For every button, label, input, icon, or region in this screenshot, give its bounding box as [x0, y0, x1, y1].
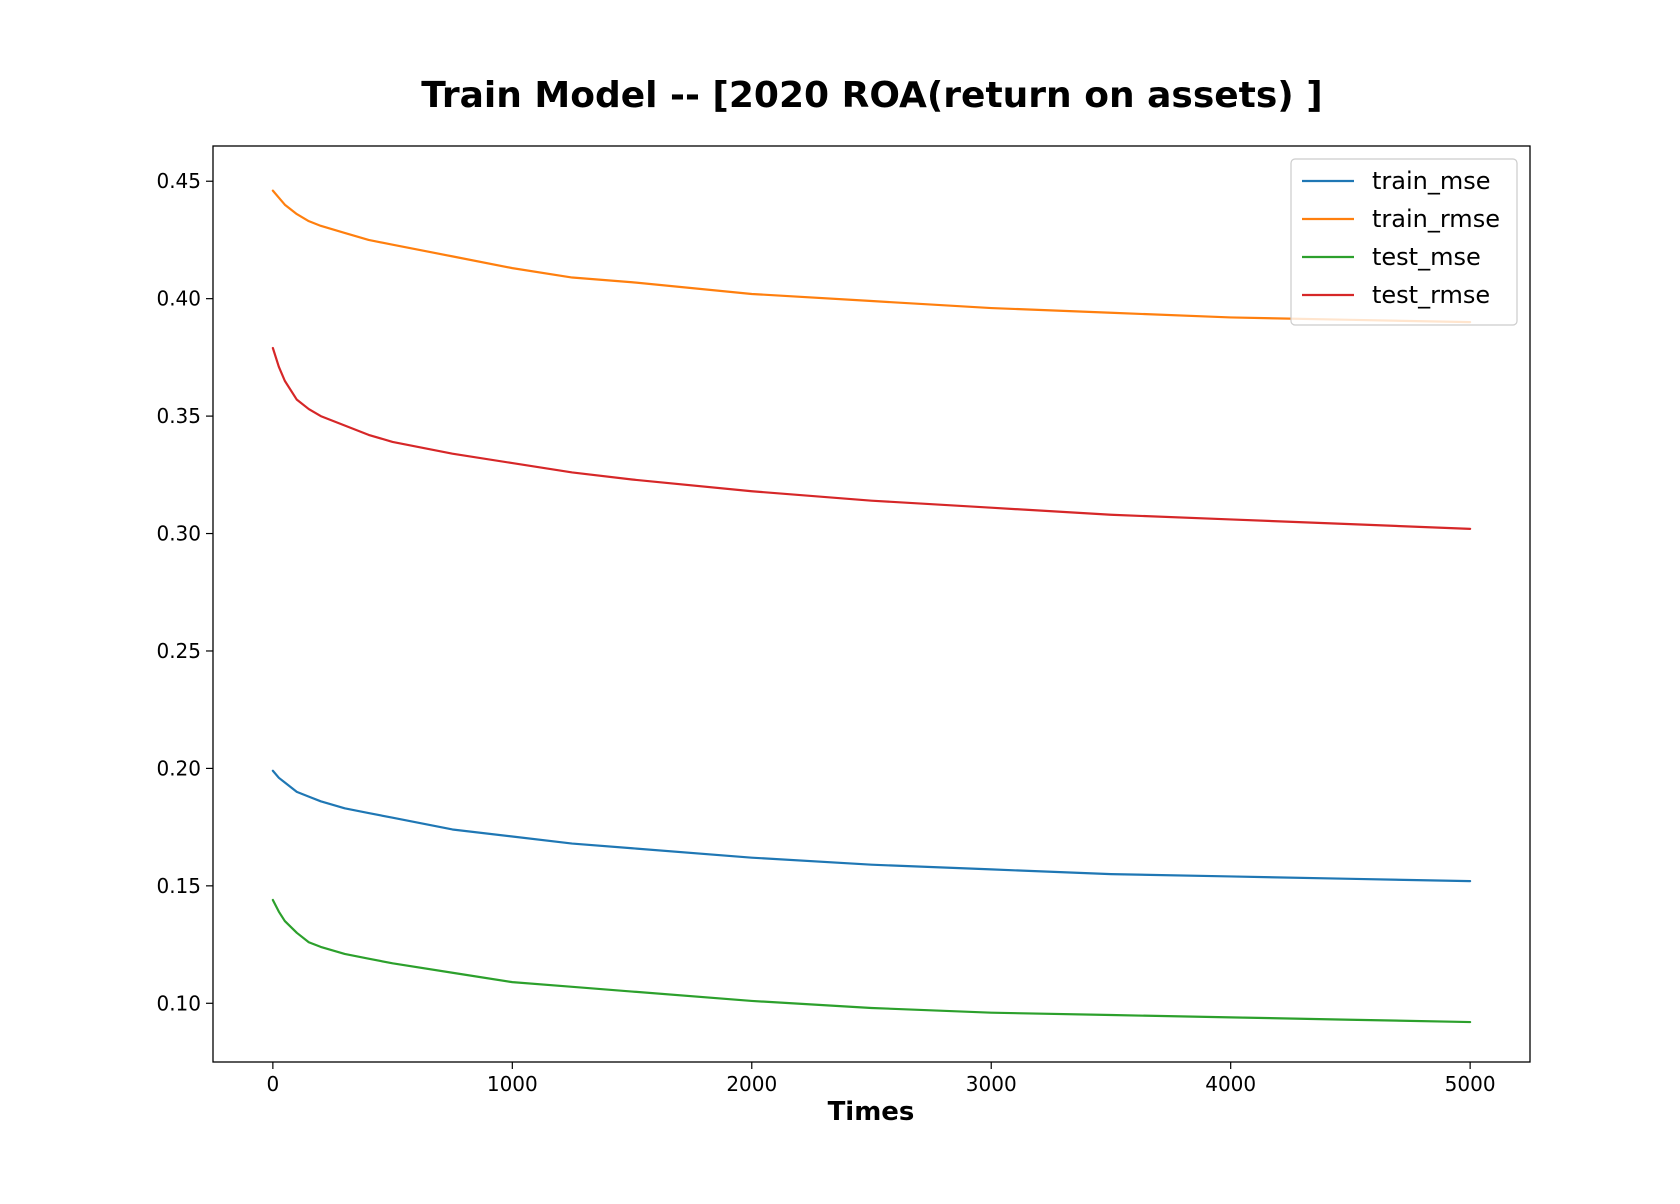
x-tick-label: 1000	[487, 1072, 538, 1096]
series-line-train-mse	[271, 769, 1472, 883]
series-line-train-rmse	[271, 189, 1472, 324]
legend-box	[1290, 158, 1518, 326]
legend-label: train_rmse	[1372, 205, 1500, 233]
chart-title: Train Model -- [2020 ROA(return on asset…	[421, 75, 1323, 116]
series-layer	[271, 189, 1472, 1024]
y-tick-label: 0.15	[156, 874, 201, 898]
y-tick-label: 0.40	[156, 287, 201, 311]
plot-frame	[212, 145, 1531, 1063]
y-tick-label: 0.10	[156, 991, 201, 1015]
legend: train_mse train_rmse test_mse test_rmse	[1290, 158, 1518, 326]
legend-label: test_rmse	[1372, 281, 1490, 309]
y-tick-label: 0.35	[156, 404, 201, 428]
x-tick-label: 5000	[1445, 1072, 1496, 1096]
y-tick-label: 0.45	[156, 169, 201, 193]
series-line-test-rmse	[271, 346, 1472, 530]
legend-label: train_mse	[1372, 167, 1491, 195]
x-tick-label: 2000	[726, 1072, 777, 1096]
x-tick-label: 0	[266, 1072, 279, 1096]
x-axis-label: Times	[828, 1097, 915, 1127]
y-tick-label: 0.25	[156, 639, 201, 663]
x-tick-label: 3000	[966, 1072, 1017, 1096]
x-tick-label: 4000	[1205, 1072, 1256, 1096]
y-tick-label: 0.20	[156, 756, 201, 780]
y-axis: 0.10 0.15 0.20 0.25 0.30 0.35 0.40 0.45	[156, 169, 213, 1015]
series-line-test-mse	[271, 898, 1472, 1024]
x-axis: 0 1000 2000 3000 4000 5000	[266, 1062, 1496, 1096]
legend-label: test_mse	[1372, 243, 1481, 271]
y-tick-label: 0.30	[156, 522, 201, 546]
